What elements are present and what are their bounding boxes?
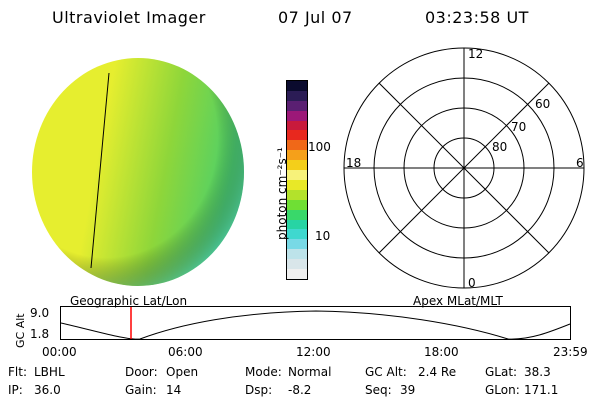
colorbar-segment: [287, 189, 307, 200]
colorbar-segment: [287, 249, 307, 260]
colorbar-segment: [287, 259, 307, 270]
altitude-curve: [60, 310, 571, 340]
colorbar-segment: [287, 110, 307, 121]
lat-label-60: 60: [535, 97, 551, 111]
polar-grid: [343, 47, 585, 289]
status-ip-key: IP:: [8, 383, 23, 397]
status-seq-value: 39: [400, 383, 416, 397]
colorbar-segment: [287, 100, 307, 111]
status-glat-key: GLat:: [485, 365, 518, 379]
colorbar: [286, 80, 308, 280]
uv-image: [32, 58, 244, 286]
status-gcalt-key: GC Alt:: [365, 365, 407, 379]
orbit-xtick-1200: 12:00: [296, 345, 331, 359]
status-glon-value: 171.1: [524, 383, 559, 397]
colorbar-segment: [287, 199, 307, 210]
status-gain-value: 14: [166, 383, 182, 397]
status-door-value: Open: [166, 365, 199, 379]
mlt-label-12: 12: [468, 47, 484, 61]
status-seq-key: Seq:: [365, 383, 392, 397]
polar-panel-label: Apex MLat/MLT: [413, 294, 503, 308]
colorbar-segment: [287, 239, 307, 250]
colorbar-segment: [287, 269, 307, 279]
colorbar-segment: [287, 130, 307, 141]
mlt-label-18: 18: [346, 156, 362, 170]
mlt-label-0: 0: [468, 276, 476, 290]
colorbar-segment: [287, 120, 307, 131]
image-panel-label: Geographic Lat/Lon: [70, 294, 188, 308]
instrument-title: Ultraviolet Imager: [52, 8, 206, 27]
orbit-ytick-1.8: 1.8: [30, 327, 50, 341]
orbit-xtick-2359: 23:59: [553, 345, 588, 359]
colorbar-segment: [287, 160, 307, 171]
status-mode-key: Mode:: [245, 365, 282, 379]
colorbar-unit-label: photon cm⁻²s⁻¹: [275, 147, 289, 240]
status-gain-key: Gain:: [125, 383, 157, 397]
status-glon-key: GLon:: [485, 383, 520, 397]
status-glat-value: 38.3: [524, 365, 551, 379]
date-label: 07 Jul 07: [278, 8, 353, 27]
colorbar-tick-10: 10: [315, 229, 331, 243]
orbit-plot-frame: [60, 306, 571, 340]
orbit-xtick-1800: 18:00: [424, 345, 459, 359]
time-label: 03:23:58 UT: [425, 8, 529, 27]
status-mode-value: Normal: [288, 365, 332, 379]
orbit-ylabel: GC Alt: [14, 313, 27, 348]
colorbar-segment: [287, 150, 307, 161]
status-door-key: Door:: [125, 365, 158, 379]
colorbar-segment: [287, 179, 307, 190]
mlt-label-6: 6: [576, 156, 584, 170]
status-gcalt-value: 2.4 Re: [418, 365, 457, 379]
colorbar-tick-100: 100: [308, 140, 331, 154]
colorbar-segment: [287, 209, 307, 220]
polar-diagonal-2: [378, 82, 550, 254]
status-ip-value: 36.0: [34, 383, 61, 397]
orbit-xtick-0000: 00:00: [42, 345, 77, 359]
status-flt-value: LBHL: [34, 365, 65, 379]
colorbar-segment: [287, 90, 307, 101]
status-dsp-value: -8.2: [288, 383, 312, 397]
orbit-plot: [60, 306, 571, 340]
lat-label-70: 70: [511, 120, 527, 134]
colorbar-segment: [287, 229, 307, 240]
uv-image-edge-glow: [32, 58, 244, 286]
orbit-xtick-0600: 06:00: [168, 345, 203, 359]
status-dsp-key: Dsp:: [245, 383, 273, 397]
lat-label-80: 80: [492, 140, 508, 154]
terminator-line: [90, 72, 110, 269]
colorbar-segment: [287, 170, 307, 180]
orbit-ytick-9: 9.0: [30, 306, 50, 320]
colorbar-segment: [287, 219, 307, 230]
status-flt-key: Flt:: [8, 365, 27, 379]
colorbar-segment: [287, 140, 307, 151]
colorbar-segment: [287, 80, 307, 91]
